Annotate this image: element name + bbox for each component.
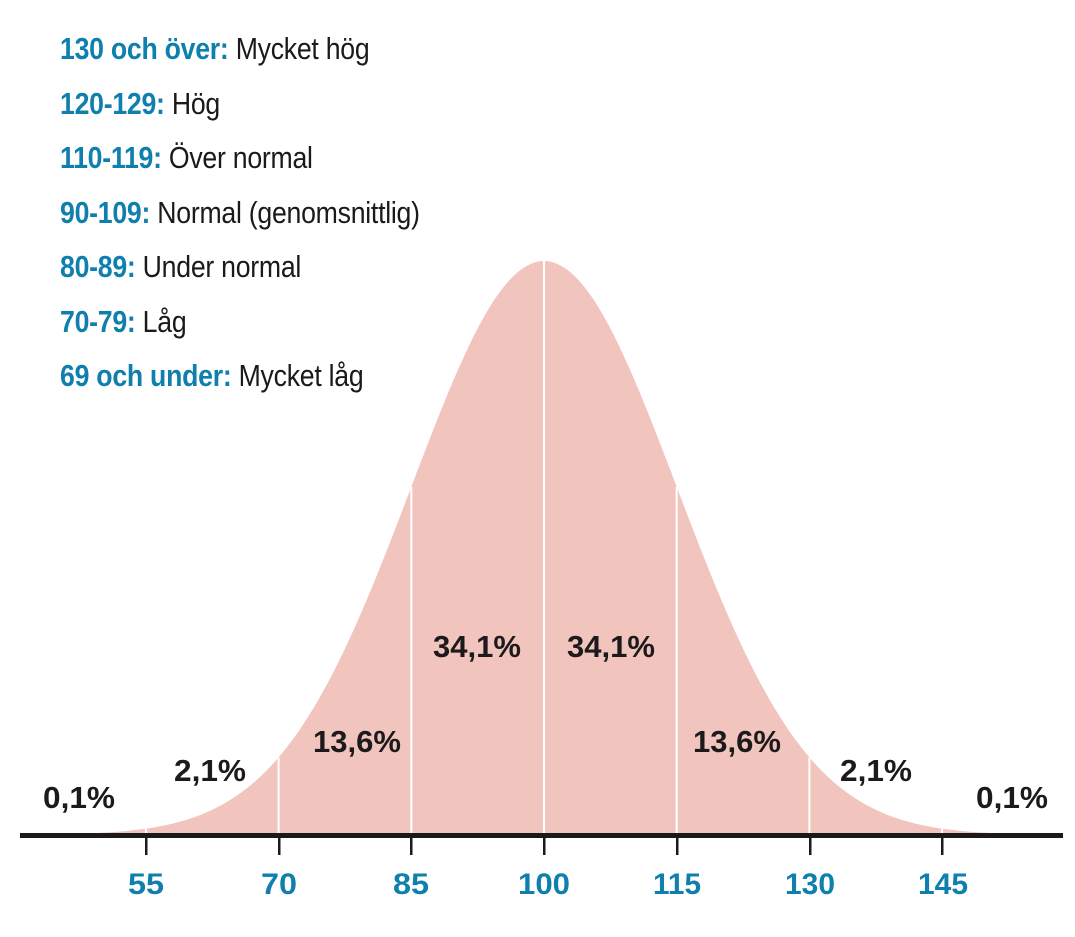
pct-right-center: 34,1% xyxy=(567,629,655,664)
legend-label: Mycket låg xyxy=(238,358,364,393)
pct-left-1sd: 13,6% xyxy=(313,724,401,759)
tick-label-100: 100 xyxy=(518,868,570,901)
tick-label-145: 145 xyxy=(918,868,968,901)
pct-far-left: 0,1% xyxy=(43,780,115,815)
legend-range: 70-79: xyxy=(60,303,136,339)
legend-range: 90-109: xyxy=(60,194,151,230)
band-percent-labels: 0,1% 2,1% 13,6% 34,1% 34,1% 13,6% 2,1% 0… xyxy=(43,629,1048,815)
pct-far-right: 0,1% xyxy=(976,780,1048,815)
legend-item-very-high: 130 och över: Mycket hög xyxy=(60,26,420,81)
legend-range: 80-89: xyxy=(60,249,136,284)
x-axis-tick-labels: 55 70 85 100 115 130 145 xyxy=(128,868,968,901)
legend-range: 69 och under: xyxy=(60,358,232,393)
tick-label-115: 115 xyxy=(653,868,701,901)
legend-label: Mycket hög xyxy=(235,31,370,66)
tick-label-130: 130 xyxy=(785,868,835,901)
iq-classification-legend: 130 och över: Mycket hög 120-129: Hög 11… xyxy=(60,26,478,408)
tick-label-85: 85 xyxy=(393,868,429,901)
sd-dividers xyxy=(144,261,944,835)
legend-item-low: 70-79: Låg xyxy=(60,299,420,354)
pct-right-1sd: 13,6% xyxy=(693,724,781,759)
pct-left-2sd: 2,1% xyxy=(174,753,246,788)
x-axis-ticks xyxy=(145,836,944,855)
legend-label: Låg xyxy=(142,303,187,339)
legend-item-high: 120-129: Hög xyxy=(60,81,420,136)
legend-label: Hög xyxy=(171,85,220,121)
tick-label-55: 55 xyxy=(128,868,164,901)
pct-left-center: 34,1% xyxy=(433,629,521,664)
legend-range: 120-129: xyxy=(60,85,165,121)
pct-right-2sd: 2,1% xyxy=(840,753,912,788)
legend-item-normal: 90-109: Normal (genomsnittlig) xyxy=(60,190,420,245)
legend-label: Normal (genomsnittlig) xyxy=(157,194,420,230)
legend-label: Under normal xyxy=(142,249,302,284)
legend-range: 110-119: xyxy=(60,140,162,175)
legend-range: 130 och över: xyxy=(60,31,229,66)
legend-item-above-normal: 110-119: Över normal xyxy=(60,135,420,190)
legend-item-very-low: 69 och under: Mycket låg xyxy=(60,353,420,408)
legend-label: Över normal xyxy=(168,140,313,175)
x-axis-line xyxy=(20,833,1063,838)
legend-item-below-normal: 80-89: Under normal xyxy=(60,244,420,299)
tick-label-70: 70 xyxy=(261,868,297,901)
